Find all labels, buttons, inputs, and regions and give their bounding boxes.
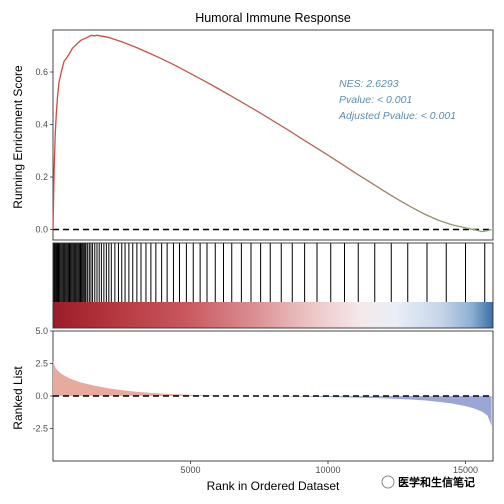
panel1-y-tick-label: 0.0 (35, 225, 48, 235)
chart-title: Humoral Immune Response (195, 11, 351, 25)
ranked-positive-area (53, 360, 246, 396)
panel3-y-tick-label: 2.5 (35, 359, 48, 369)
hit-lines (53, 243, 486, 302)
watermark-text: 医学和生信笔记 (398, 475, 475, 489)
x-axis-ticks: 5000 10000 15000 (180, 461, 478, 475)
panel1-y-ticks: 0.0 0.2 0.4 0.6 (35, 67, 53, 235)
panel1-y-tick-label: 0.6 (35, 67, 48, 77)
panel1-frame (52, 29, 494, 241)
panel3-y-tick-label: -2.5 (32, 424, 48, 434)
adj-pvalue-annotation: Adjusted Pvalue: < 0.001 (338, 110, 456, 122)
pvalue-annotation: Pvalue: < 0.001 (339, 94, 412, 106)
panel3-y-axis-title: Ranked List (11, 366, 25, 430)
x-tick-label: 10000 (315, 465, 340, 475)
panel3-y-ticks: -2.5 0.0 2.5 5.0 (32, 326, 53, 434)
heat-strip (53, 302, 493, 328)
x-axis-title: Rank in Ordered Dataset (207, 479, 340, 493)
panel2-frame (52, 242, 494, 329)
panel3-y-tick-label: 0.0 (35, 391, 48, 401)
running-enrichment-panel: 0.0 0.2 0.4 0.6 NES: 2.6293 Pvalue: < 0.001… (11, 29, 494, 241)
x-tick-label: 5000 (180, 465, 200, 475)
panel3-y-tick-label: 5.0 (35, 326, 48, 336)
nes-annotation: NES: 2.6293 (339, 78, 399, 90)
ranked-negative-area (245, 396, 492, 426)
watermark: 医学和生信笔记 (381, 475, 475, 489)
panel1-y-axis-title: Running Enrichment Score (11, 65, 25, 209)
enrichment-curve (52, 34, 492, 233)
panel1-y-tick-label: 0.2 (35, 172, 48, 182)
panel1-y-tick-label: 0.4 (35, 120, 48, 130)
wechat-icon (381, 475, 395, 489)
gene-hits-panel (52, 242, 494, 329)
ranked-list-panel: -2.5 0.0 2.5 5.0 5000 10000 15000 Ranked List (11, 326, 494, 475)
x-tick-label: 15000 (453, 465, 478, 475)
